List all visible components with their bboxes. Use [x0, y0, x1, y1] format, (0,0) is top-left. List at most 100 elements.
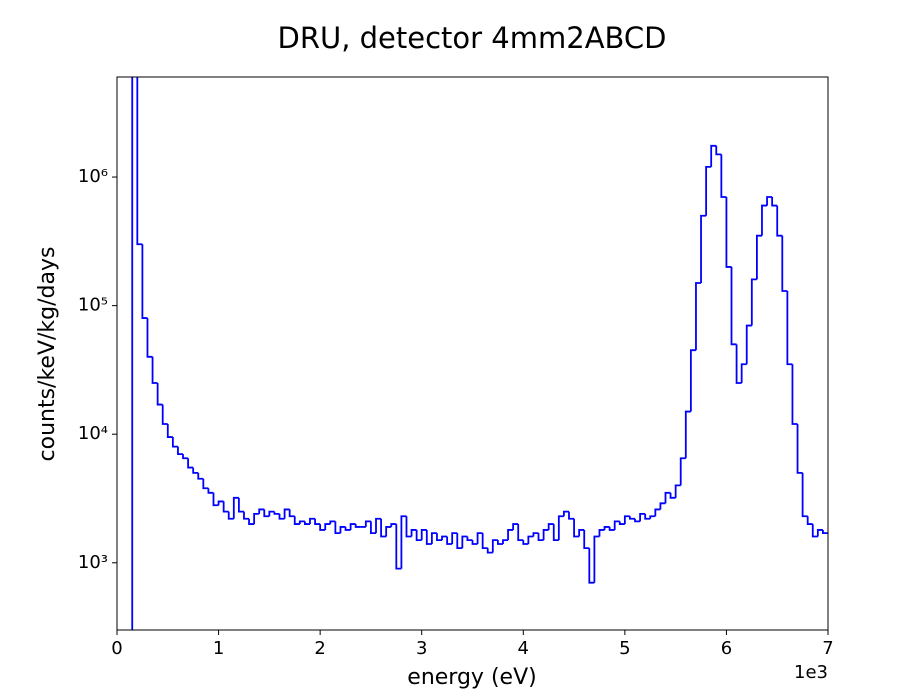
- histogram-step: [822, 529, 828, 535]
- histogram-step: [613, 520, 620, 530]
- histogram-step: [644, 513, 651, 520]
- y-tick-label: 10⁶: [78, 166, 108, 187]
- histogram-step: [618, 521, 625, 525]
- histogram-step: [750, 278, 757, 326]
- histogram-step: [715, 145, 722, 156]
- histogram-step: [669, 492, 676, 499]
- histogram-step: [314, 518, 321, 525]
- chart-title: DRU, detector 4mm2ABCD: [277, 21, 666, 55]
- histogram-step: [471, 540, 478, 545]
- histogram-step: [608, 526, 615, 531]
- histogram-step: [380, 518, 387, 538]
- histogram-step: [237, 497, 244, 513]
- x-tick-label: 7: [822, 638, 833, 659]
- histogram-step: [293, 516, 300, 525]
- histogram-step: [552, 524, 559, 542]
- histogram-step: [649, 515, 656, 519]
- histogram-step: [725, 196, 732, 268]
- histogram-step: [430, 532, 437, 544]
- histogram-step: [700, 214, 707, 283]
- histogram-step: [664, 491, 671, 504]
- histogram-step: [131, 77, 134, 630]
- histogram-step: [730, 266, 737, 346]
- histogram-step: [496, 540, 503, 545]
- x-tick-label: 6: [721, 638, 732, 659]
- histogram-step: [400, 515, 407, 569]
- histogram-step: [476, 532, 483, 544]
- histogram-step: [740, 363, 747, 384]
- histogram-step: [354, 524, 361, 528]
- histogram-step: [603, 526, 610, 530]
- histogram-step: [182, 454, 189, 460]
- histogram-step: [811, 524, 818, 538]
- histogram-step: [344, 526, 351, 531]
- histogram-step: [273, 511, 280, 515]
- histogram-step: [512, 523, 519, 530]
- histogram-step: [278, 513, 285, 520]
- histogram-step: [171, 437, 178, 448]
- histogram-step: [573, 518, 580, 538]
- histogram-step: [563, 510, 569, 517]
- histogram-step: [202, 478, 209, 490]
- histogram-step: [227, 511, 234, 520]
- histogram-step: [364, 520, 371, 527]
- histogram-step: [319, 524, 326, 531]
- x-tick-label: 2: [314, 638, 325, 659]
- histogram-step: [441, 535, 448, 541]
- histogram-step: [232, 496, 239, 519]
- histogram-step: [654, 508, 661, 517]
- histogram-step: [436, 533, 443, 542]
- histogram-step: [370, 521, 377, 535]
- y-axis-label: counts/keV/kg/days: [35, 247, 60, 462]
- histogram-step: [187, 458, 194, 469]
- histogram-step: [598, 529, 605, 537]
- histogram-step: [481, 533, 488, 550]
- histogram-step: [588, 548, 595, 584]
- x-tick-label: 5: [619, 638, 630, 659]
- histogram-step: [517, 524, 524, 542]
- histogram-step: [253, 512, 260, 525]
- histogram-step: [461, 535, 468, 549]
- histogram-step: [298, 520, 305, 525]
- plot-frame: [116, 76, 829, 631]
- histogram-step: [339, 526, 346, 534]
- histogram-step: [705, 165, 712, 216]
- histogram-step: [791, 364, 798, 425]
- histogram-step: [735, 344, 742, 384]
- histogram-step: [177, 446, 184, 456]
- histogram-step: [243, 511, 250, 520]
- histogram-step: [192, 467, 199, 474]
- histogram-step: [578, 529, 585, 537]
- histogram-step: [806, 516, 813, 525]
- histogram-step: [166, 424, 173, 438]
- x-tick-label: 1: [213, 638, 224, 659]
- histogram-step: [349, 523, 356, 530]
- histogram-step: [309, 517, 316, 525]
- histogram-step: [151, 356, 158, 384]
- histogram-step: [329, 520, 336, 525]
- histogram-step: [659, 502, 666, 510]
- histogram-step: [695, 282, 702, 351]
- histogram-step: [268, 510, 275, 517]
- histogram-step: [466, 536, 473, 542]
- histogram-step: [258, 508, 265, 514]
- histogram-step: [507, 529, 514, 541]
- histogram-step: [283, 508, 290, 519]
- x-tick-label: 4: [518, 638, 529, 659]
- plot-area: [131, 77, 828, 630]
- histogram-step: [288, 509, 295, 518]
- histogram-step: [491, 539, 498, 553]
- histogram-step: [156, 383, 163, 406]
- histogram-step: [385, 526, 392, 537]
- histogram-step: [425, 529, 432, 545]
- histogram-step: [547, 523, 554, 530]
- histogram-step: [451, 532, 458, 544]
- x-tick-label: 0: [111, 638, 122, 659]
- histogram-step: [197, 472, 204, 480]
- x-tick-label: 3: [416, 638, 427, 659]
- histogram-step: [689, 349, 696, 412]
- histogram-step: [212, 492, 219, 507]
- histogram-step: [395, 524, 402, 570]
- histogram-step: [761, 204, 768, 236]
